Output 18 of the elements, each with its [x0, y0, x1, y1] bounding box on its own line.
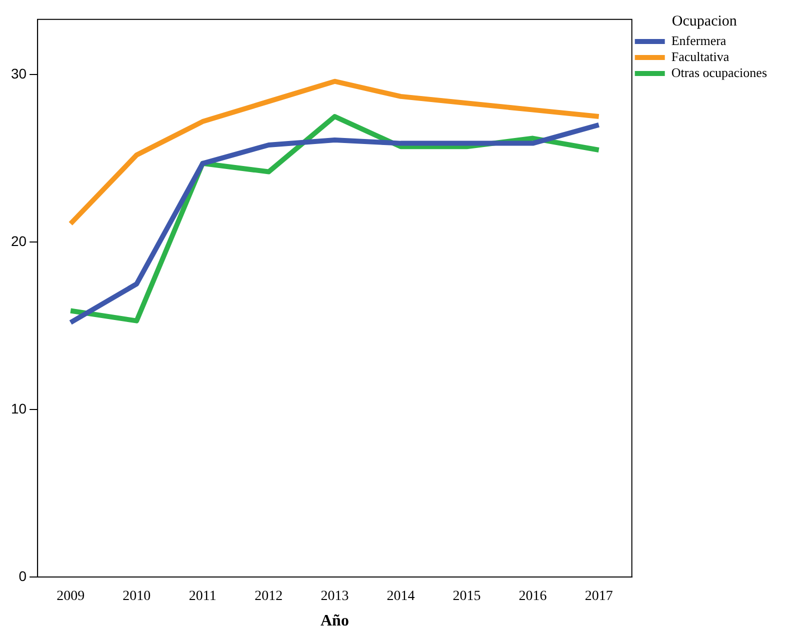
x-tick-label: 2011: [188, 589, 216, 604]
y-tick-label: 10: [10, 400, 27, 416]
x-tick-label: 2014: [386, 589, 415, 604]
legend-title: Ocupacion: [672, 13, 738, 30]
x-tick-label: 2009: [56, 589, 85, 604]
y-tick-label: 30: [10, 66, 27, 82]
legend-label: Facultativa: [671, 48, 730, 64]
x-tick-label: 2017: [584, 589, 613, 604]
x-tick-label: 2010: [122, 589, 151, 604]
y-tick-label: 20: [10, 232, 27, 249]
x-tick-label: 2012: [254, 589, 283, 604]
x-tick-label: 2016: [518, 589, 547, 604]
legend-label: Enfermera: [671, 32, 726, 48]
x-axis-title: Año: [320, 612, 349, 630]
y-tick-label: 0: [18, 568, 27, 584]
x-tick-label: 2015: [452, 589, 481, 604]
x-tick-label: 2013: [320, 589, 349, 604]
legend-label: Otras ocupaciones: [671, 64, 768, 80]
